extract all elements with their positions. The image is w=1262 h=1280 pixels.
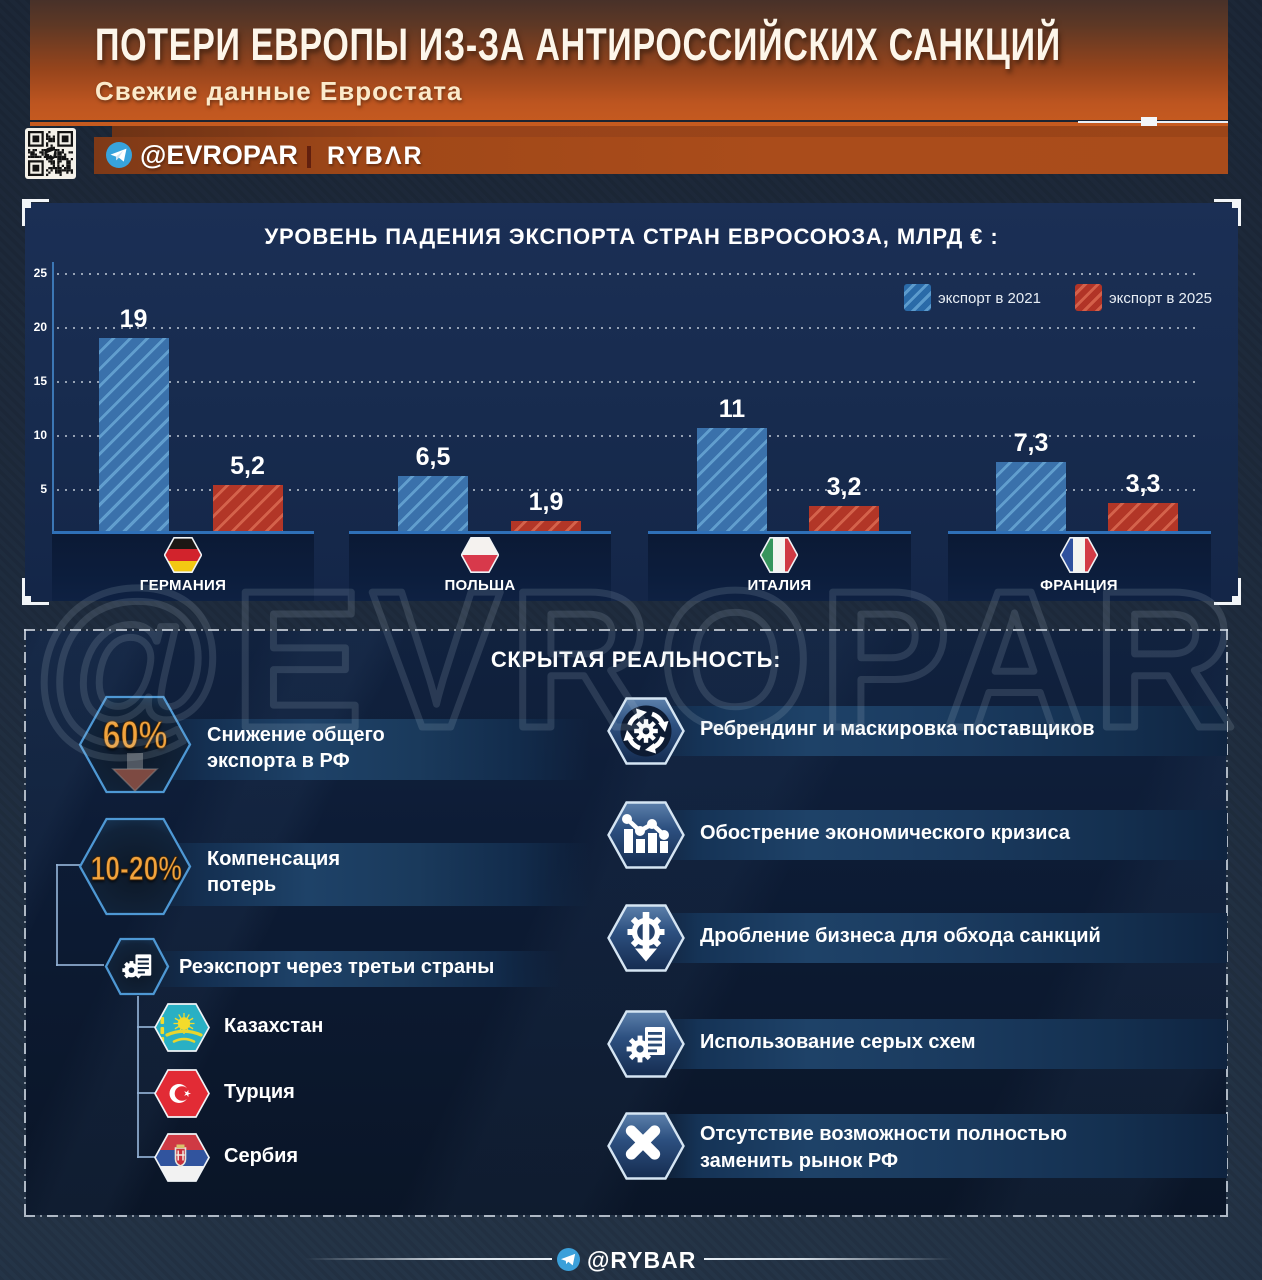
svg-text:@EVROPAR: @EVROPAR bbox=[33, 550, 1243, 769]
